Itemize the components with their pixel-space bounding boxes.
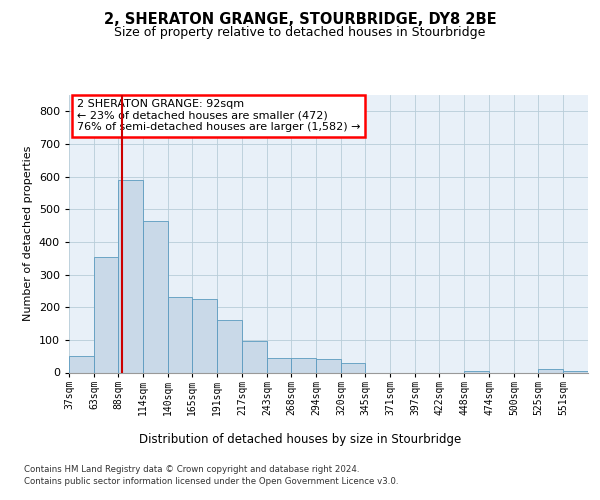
Bar bbox=[118, 180, 143, 372]
Bar bbox=[538, 369, 563, 372]
Text: Distribution of detached houses by size in Stourbridge: Distribution of detached houses by size … bbox=[139, 432, 461, 446]
Bar bbox=[291, 358, 316, 372]
Bar bbox=[217, 320, 242, 372]
Text: Contains public sector information licensed under the Open Government Licence v3: Contains public sector information licen… bbox=[24, 478, 398, 486]
Text: Size of property relative to detached houses in Stourbridge: Size of property relative to detached ho… bbox=[115, 26, 485, 39]
Bar bbox=[341, 362, 365, 372]
Bar bbox=[69, 356, 94, 372]
Bar bbox=[563, 371, 588, 372]
Bar bbox=[267, 358, 291, 372]
Bar bbox=[94, 256, 118, 372]
Bar bbox=[464, 371, 489, 372]
Bar bbox=[192, 299, 217, 372]
Bar bbox=[242, 342, 267, 372]
Bar bbox=[168, 298, 192, 372]
Bar bbox=[316, 360, 341, 372]
Y-axis label: Number of detached properties: Number of detached properties bbox=[23, 146, 33, 322]
Text: Contains HM Land Registry data © Crown copyright and database right 2024.: Contains HM Land Registry data © Crown c… bbox=[24, 465, 359, 474]
Text: 2, SHERATON GRANGE, STOURBRIDGE, DY8 2BE: 2, SHERATON GRANGE, STOURBRIDGE, DY8 2BE bbox=[104, 12, 496, 28]
Text: 2 SHERATON GRANGE: 92sqm
← 23% of detached houses are smaller (472)
76% of semi-: 2 SHERATON GRANGE: 92sqm ← 23% of detach… bbox=[77, 99, 360, 132]
Bar bbox=[143, 220, 168, 372]
